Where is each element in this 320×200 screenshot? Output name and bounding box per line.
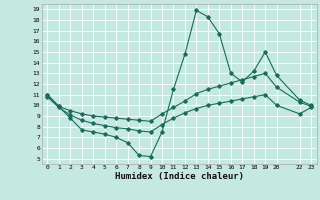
X-axis label: Humidex (Indice chaleur): Humidex (Indice chaleur): [115, 172, 244, 181]
